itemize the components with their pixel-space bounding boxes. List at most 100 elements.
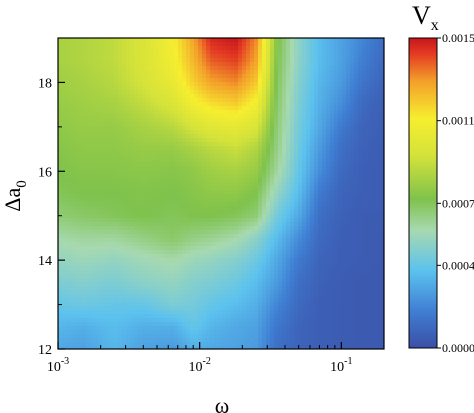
heatmap-cell <box>58 170 63 175</box>
heatmap-cell <box>314 210 319 215</box>
heatmap-cell <box>98 174 103 179</box>
heatmap-cell <box>250 222 255 227</box>
heatmap-cell <box>298 202 303 207</box>
heatmap-cell <box>198 110 203 115</box>
heatmap-cell <box>354 70 359 75</box>
heatmap-cell <box>290 102 295 107</box>
heatmap-cell <box>162 146 167 151</box>
heatmap-cell <box>282 86 287 91</box>
heatmap-cell <box>302 170 307 175</box>
heatmap-cell <box>238 214 243 219</box>
heatmap-cell <box>178 214 183 219</box>
heatmap-cell <box>230 74 235 79</box>
heatmap-cell <box>370 90 375 95</box>
heatmap-cell <box>350 142 355 147</box>
heatmap-cell <box>274 214 279 219</box>
heatmap-cell <box>110 102 115 107</box>
heatmap-cell <box>110 170 115 175</box>
heatmap-cell <box>170 250 175 255</box>
heatmap-cell <box>338 214 343 219</box>
heatmap-cell <box>182 130 187 135</box>
heatmap-cell <box>358 166 363 171</box>
heatmap-cell <box>210 146 215 151</box>
heatmap-cell <box>250 46 255 51</box>
heatmap-cell <box>118 134 123 139</box>
heatmap-cell <box>174 230 179 235</box>
heatmap-cell <box>314 170 319 175</box>
heatmap-cell <box>210 218 215 223</box>
heatmap-cell <box>286 82 291 87</box>
heatmap-cell <box>298 278 303 283</box>
heatmap-cell <box>370 174 375 179</box>
heatmap-cell <box>114 110 119 115</box>
heatmap-cell <box>286 122 291 127</box>
heatmap-cell <box>334 50 339 55</box>
heatmap-cell <box>330 78 335 83</box>
heatmap-cell <box>326 142 331 147</box>
heatmap-cell <box>170 242 175 247</box>
heatmap-cell <box>294 50 299 55</box>
heatmap-cell <box>74 266 79 271</box>
heatmap-cell <box>110 66 115 71</box>
heatmap-cell <box>186 78 191 83</box>
heatmap-cell <box>322 50 327 55</box>
heatmap-cell <box>302 46 307 51</box>
heatmap-cell <box>234 174 239 179</box>
heatmap-cell <box>58 54 63 59</box>
heatmap-cell <box>198 50 203 55</box>
heatmap-cell <box>210 98 215 103</box>
heatmap-cell <box>282 278 287 283</box>
heatmap-cell <box>106 170 111 175</box>
heatmap-cell <box>306 270 311 275</box>
heatmap-cell <box>74 82 79 87</box>
heatmap-cell <box>206 230 211 235</box>
heatmap-cell <box>382 54 384 59</box>
heatmap-cell <box>186 58 191 63</box>
heatmap-cell <box>186 266 191 271</box>
heatmap-cell <box>254 58 259 63</box>
heatmap-cell <box>290 130 295 135</box>
heatmap-cell <box>106 254 111 259</box>
heatmap-cell <box>206 126 211 131</box>
heatmap-cell <box>174 258 179 263</box>
heatmap-cell <box>194 194 199 199</box>
heatmap-cell <box>78 254 83 259</box>
heatmap-cell <box>358 70 363 75</box>
heatmap-cell <box>258 50 263 55</box>
heatmap-cell <box>318 214 323 219</box>
heatmap-cell <box>90 58 95 63</box>
heatmap-cell <box>262 46 267 51</box>
heatmap-cell <box>66 154 71 159</box>
heatmap-cell <box>90 186 95 191</box>
heatmap-cell <box>382 206 384 211</box>
heatmap-cell <box>74 254 79 259</box>
heatmap-cell <box>266 242 271 247</box>
heatmap-cell <box>182 70 187 75</box>
heatmap-cell <box>342 170 347 175</box>
heatmap-cell <box>274 126 279 131</box>
heatmap-cell <box>286 90 291 95</box>
heatmap-cell <box>366 86 371 91</box>
heatmap-cell <box>254 74 259 79</box>
heatmap-cell <box>334 158 339 163</box>
heatmap-cell <box>286 46 291 51</box>
heatmap-cell <box>126 106 131 111</box>
heatmap-cell <box>250 178 255 183</box>
heatmap-cell <box>74 118 79 123</box>
heatmap-cell <box>58 122 63 127</box>
heatmap-cell <box>362 118 367 123</box>
heatmap-cell <box>346 246 351 251</box>
heatmap-cell <box>322 214 327 219</box>
heatmap-cell <box>250 50 255 55</box>
heatmap-cell <box>110 250 115 255</box>
heatmap-cell <box>114 118 119 123</box>
heatmap-cell <box>82 94 87 99</box>
heatmap-cell <box>86 78 91 83</box>
heatmap-cell <box>142 58 147 63</box>
heatmap-cell <box>230 42 235 47</box>
heatmap-cell <box>162 38 167 43</box>
heatmap-cell <box>286 150 291 155</box>
heatmap-cell <box>266 38 271 43</box>
heatmap-cell <box>226 142 231 147</box>
heatmap-cell <box>250 158 255 163</box>
